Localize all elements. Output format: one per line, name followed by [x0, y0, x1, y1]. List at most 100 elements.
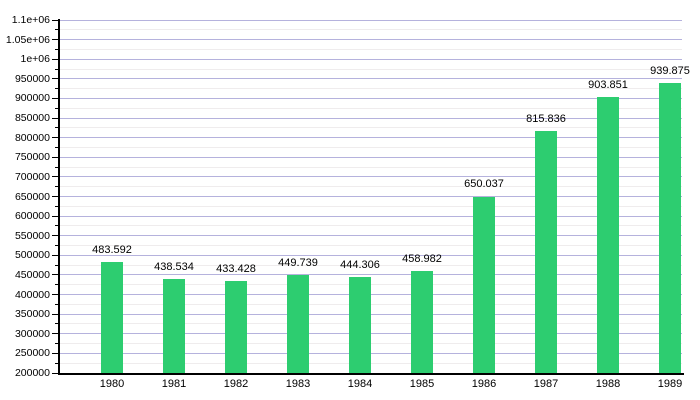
x-tick-label: 1983 — [285, 378, 311, 390]
x-tick-label: 1984 — [347, 378, 373, 390]
major-gridline — [60, 215, 682, 217]
y-tick-label: 700000 — [14, 170, 50, 183]
bar-1988 — [597, 96, 619, 373]
bar-1983 — [287, 275, 309, 373]
minor-gridline — [60, 127, 682, 129]
major-gridline — [60, 117, 682, 119]
major-gridline — [60, 58, 682, 60]
y-tick-label: 600000 — [14, 210, 50, 223]
minor-gridline — [60, 29, 682, 31]
major-gridline — [60, 19, 682, 21]
y-tick-label: 650000 — [14, 190, 50, 203]
y-minor-tick — [55, 303, 58, 305]
major-gridline — [60, 137, 682, 139]
y-minor-tick — [55, 29, 58, 31]
y-minor-tick — [55, 146, 58, 148]
y-minor-tick — [55, 166, 58, 168]
y-tick-label: 850000 — [14, 112, 50, 125]
y-major-tick — [52, 352, 58, 354]
y-major-tick — [52, 294, 58, 296]
minor-gridline — [60, 205, 682, 207]
x-tick-label: 1985 — [409, 378, 435, 390]
y-tick-label: 500000 — [14, 249, 50, 262]
minor-gridline — [60, 146, 682, 148]
major-gridline — [60, 176, 682, 178]
minor-gridline — [60, 186, 682, 188]
y-major-tick — [52, 156, 58, 158]
x-tick-label: 1986 — [471, 378, 497, 390]
y-minor-tick — [55, 127, 58, 129]
x-tick-label: 1987 — [533, 378, 559, 390]
y-minor-tick — [55, 245, 58, 247]
y-tick-label: 800000 — [14, 131, 50, 144]
bar-value-label: 438.534 — [154, 261, 194, 274]
minor-gridline — [60, 107, 682, 109]
y-major-tick — [52, 137, 58, 139]
y-major-tick — [52, 215, 58, 217]
x-tick-label: 1989 — [657, 378, 683, 390]
bar-1985 — [411, 271, 433, 373]
y-minor-tick — [55, 205, 58, 207]
x-tick-label: 1980 — [99, 378, 125, 390]
minor-gridline — [60, 245, 682, 247]
minor-gridline — [60, 88, 682, 90]
minor-gridline — [60, 343, 682, 345]
bar-value-label: 458.982 — [402, 253, 442, 266]
major-gridline — [60, 333, 682, 335]
y-major-tick — [52, 274, 58, 276]
minor-gridline — [60, 303, 682, 305]
bar-1986 — [473, 196, 495, 373]
y-major-tick — [52, 235, 58, 237]
minor-gridline — [60, 68, 682, 70]
bar-1982 — [225, 281, 247, 373]
major-gridline — [60, 274, 682, 276]
bar-value-label: 650.037 — [464, 178, 504, 191]
y-minor-tick — [55, 107, 58, 109]
y-tick-label: 1e+06 — [20, 53, 51, 66]
y-minor-tick — [55, 362, 58, 364]
major-gridline — [60, 156, 682, 158]
bar-1987 — [535, 131, 557, 373]
major-gridline — [60, 352, 682, 354]
y-tick-label: 400000 — [14, 288, 50, 301]
major-gridline — [60, 196, 682, 197]
y-major-tick — [52, 117, 58, 119]
y-axis-line — [58, 19, 60, 375]
bar-1981 — [163, 279, 185, 373]
y-major-tick — [52, 58, 58, 60]
y-major-tick — [52, 39, 58, 41]
y-tick-label: 200000 — [14, 367, 50, 379]
y-tick-label: 1.05e+06 — [5, 33, 50, 46]
major-gridline — [60, 294, 682, 296]
x-axis-line — [58, 373, 684, 375]
y-minor-tick — [55, 323, 58, 325]
major-gridline — [60, 254, 682, 256]
bar-1984 — [349, 277, 371, 373]
major-gridline — [60, 78, 682, 80]
major-gridline — [60, 39, 682, 41]
y-tick-label: 1.1e+06 — [11, 14, 50, 26]
y-major-tick — [52, 313, 58, 315]
y-minor-tick — [55, 225, 58, 227]
minor-gridline — [60, 362, 682, 364]
x-tick-label: 1988 — [595, 378, 621, 390]
bar-value-label: 815.836 — [526, 113, 566, 126]
y-minor-tick — [55, 48, 58, 50]
x-tick-label: 1981 — [161, 378, 187, 390]
minor-gridline — [60, 48, 682, 50]
bar-value-label: 444.306 — [340, 259, 380, 272]
y-tick-label: 250000 — [14, 347, 50, 360]
bar-value-label: 903.851 — [588, 78, 628, 91]
y-major-tick — [52, 372, 58, 374]
y-tick-label: 350000 — [14, 308, 50, 321]
bar-1989 — [659, 82, 681, 373]
minor-gridline — [60, 323, 682, 325]
major-gridline — [60, 313, 682, 315]
y-minor-tick — [55, 186, 58, 188]
bar-1980 — [101, 261, 123, 373]
y-major-tick — [52, 254, 58, 256]
y-major-tick — [52, 333, 58, 335]
y-major-tick — [52, 97, 58, 99]
y-minor-tick — [55, 284, 58, 286]
